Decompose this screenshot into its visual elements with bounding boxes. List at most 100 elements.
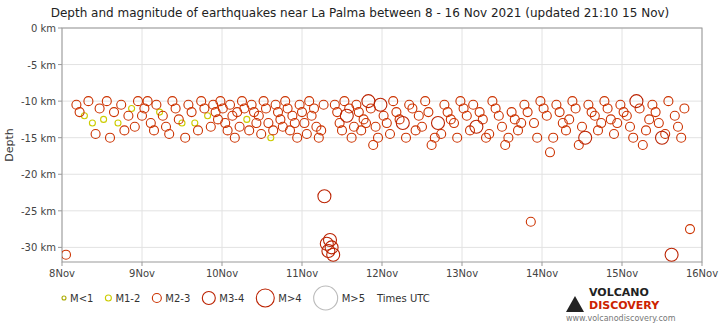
legend-label: M<1 — [70, 293, 93, 304]
point — [382, 119, 391, 128]
legend: M<1M1-2M2-3M3-4M>4M>5Times UTC — [62, 286, 430, 310]
point — [485, 130, 494, 139]
series — [62, 97, 695, 260]
y-tick — [58, 210, 62, 211]
y-axis-label: Depth — [3, 128, 16, 162]
point — [362, 119, 371, 128]
point — [115, 120, 121, 126]
point — [223, 126, 232, 135]
point — [549, 133, 558, 142]
x-tick-label: 14Nov — [526, 268, 558, 279]
point — [469, 100, 478, 109]
point — [386, 130, 395, 139]
y-tick — [58, 247, 62, 248]
legend-marker — [256, 289, 274, 307]
point — [254, 111, 263, 120]
point — [206, 122, 215, 131]
legend-label: M>5 — [342, 293, 365, 304]
point — [421, 97, 430, 106]
logo-text: VOLCANO — [589, 286, 649, 299]
point — [523, 108, 532, 117]
y-tick-label: -20 km — [21, 169, 56, 180]
point — [571, 104, 580, 113]
legend-label: M3-4 — [219, 293, 244, 304]
logo-text: DISCOVERY — [589, 299, 660, 312]
point — [638, 141, 647, 150]
point — [597, 119, 606, 128]
point — [677, 133, 686, 142]
point — [565, 115, 574, 124]
series — [318, 95, 678, 262]
point — [424, 108, 433, 117]
point — [120, 126, 129, 135]
point — [470, 120, 483, 133]
point — [665, 248, 678, 261]
x-tick — [142, 262, 143, 266]
y-tick — [58, 64, 62, 65]
point — [230, 133, 239, 142]
point — [494, 111, 503, 120]
x-tick — [62, 262, 63, 266]
x-tick — [542, 262, 543, 266]
point — [622, 111, 631, 120]
point — [674, 122, 683, 131]
point — [635, 104, 644, 113]
point — [171, 104, 180, 113]
point — [613, 119, 622, 128]
point — [654, 119, 663, 128]
point — [302, 130, 311, 139]
grid-line — [382, 28, 383, 262]
grid-line — [142, 28, 143, 262]
point — [257, 130, 266, 139]
x-tick — [702, 262, 703, 266]
point — [165, 130, 174, 139]
point — [310, 104, 319, 113]
point — [152, 100, 161, 109]
legend-marker — [62, 296, 66, 300]
point — [402, 133, 411, 142]
y-tick — [58, 174, 62, 175]
grid-line — [302, 28, 303, 262]
point — [450, 119, 459, 128]
x-tick-label: 11Nov — [286, 268, 318, 279]
point — [300, 119, 309, 128]
point — [192, 120, 198, 126]
point — [347, 133, 356, 142]
point — [453, 133, 462, 142]
point — [651, 108, 660, 117]
point — [626, 122, 635, 131]
point — [110, 108, 119, 117]
point — [680, 104, 689, 113]
y-tick — [58, 28, 62, 29]
series — [81, 105, 273, 140]
title: Depth and magnitude of earthquakes near … — [51, 6, 670, 20]
point — [262, 104, 271, 113]
point — [89, 120, 95, 126]
point — [290, 119, 299, 128]
legend-marker — [152, 294, 161, 303]
point — [374, 98, 387, 111]
point — [630, 95, 643, 108]
point — [269, 126, 278, 135]
point — [129, 105, 135, 111]
point — [555, 108, 564, 117]
point — [298, 108, 307, 117]
point — [603, 104, 612, 113]
chart: Depth and magnitude of earthquakes near … — [0, 0, 720, 324]
point — [134, 97, 143, 106]
point — [590, 111, 599, 120]
point — [574, 141, 583, 150]
legend-marker — [105, 295, 111, 301]
y-tick-label: -25 km — [21, 206, 56, 217]
x-tick-label: 13Nov — [446, 268, 478, 279]
point — [533, 133, 542, 142]
point — [517, 119, 526, 128]
point — [629, 133, 638, 142]
x-tick — [222, 262, 223, 266]
point — [340, 109, 353, 122]
x-tick — [382, 262, 383, 266]
point — [396, 117, 409, 130]
point — [319, 100, 328, 109]
grid-line — [542, 28, 543, 262]
x-tick-label: 15Nov — [606, 268, 638, 279]
